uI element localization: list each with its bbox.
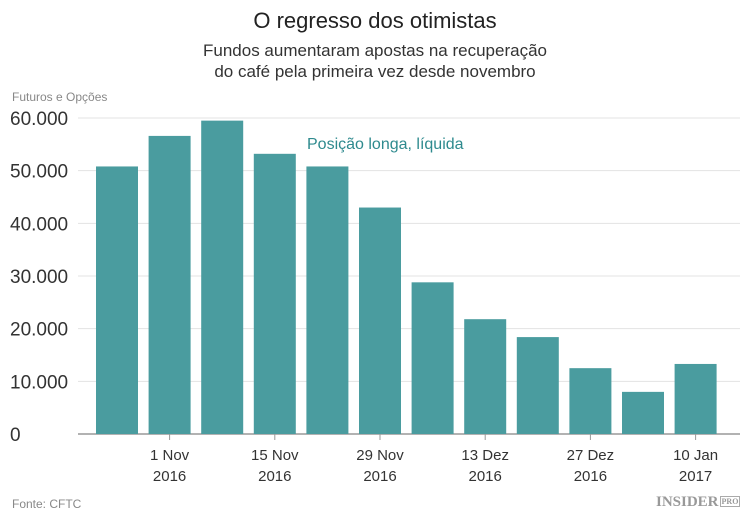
x-tick-label: 2016 (258, 468, 291, 485)
x-tick-label: 29 Nov (356, 447, 404, 464)
bar (359, 207, 401, 434)
x-tick-label: 2016 (153, 468, 186, 485)
bar (569, 368, 612, 434)
x-tick-label: 2016 (574, 468, 607, 485)
y-tick-label: 30.000 (10, 267, 68, 288)
y-tick-label: 50.000 (10, 162, 68, 183)
bar (622, 391, 664, 434)
bar (253, 153, 296, 434)
x-tick-label: 2016 (363, 468, 396, 485)
x-tick-label: 15 Nov (251, 447, 299, 464)
bar (674, 363, 717, 434)
x-tick-label: 13 Dez (461, 447, 509, 464)
x-tick-label: 10 Jan (673, 447, 718, 464)
y-tick-label: 10.000 (10, 372, 68, 393)
y-tick-label: 0 (10, 425, 21, 446)
bar (411, 282, 454, 434)
annotation: Posição longa, líquida (307, 136, 464, 153)
subtitle-line-1: Fundos aumentaram apostas na recuperação (203, 41, 547, 60)
bar (516, 337, 559, 434)
y-tick-label: 40.000 (10, 214, 68, 235)
x-tick-label: 2016 (469, 468, 502, 485)
source: Fonte: CFTC (12, 497, 82, 511)
y-tick-label: 20.000 (10, 320, 68, 341)
chart-title: O regresso dos otimistas (253, 8, 497, 33)
bar (96, 166, 138, 434)
y-axis-label: Futuros e Opções (12, 90, 108, 104)
subtitle-line-2: do café pela primeira vez desde novembro (214, 62, 536, 81)
bar (201, 120, 244, 434)
x-tick-label: 1 Nov (150, 447, 190, 464)
bar (464, 319, 507, 434)
x-tick-label: 2017 (679, 468, 712, 485)
x-tick-label: 27 Dez (567, 447, 615, 464)
bar (148, 135, 191, 434)
y-tick-label: 60.000 (10, 109, 68, 130)
chart-subtitle: Fundos aumentaram apostas na recuperação… (0, 40, 750, 82)
logo: INSIDER PRO (656, 494, 741, 510)
bar (306, 166, 349, 434)
